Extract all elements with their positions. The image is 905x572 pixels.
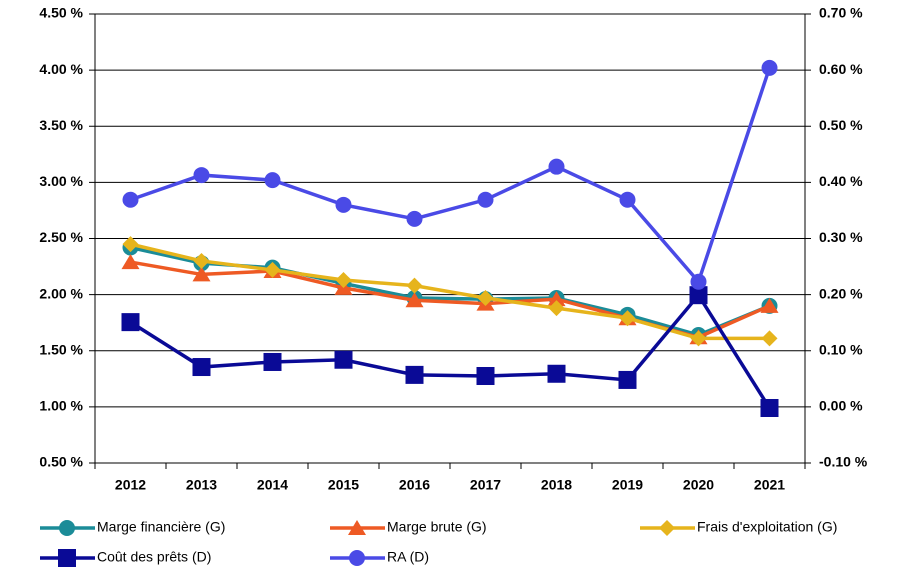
data-point [619, 310, 636, 327]
y2-tick-label: 0.00 % [819, 398, 863, 414]
data-point [618, 370, 637, 389]
legend-label: Coût des prêts (D) [97, 549, 211, 565]
data-point [193, 252, 210, 269]
data-point [690, 330, 707, 347]
data-point [761, 59, 778, 76]
data-point [264, 261, 281, 278]
data-point [760, 398, 779, 417]
y-tick-label: 3.50 % [39, 117, 83, 133]
legend-label: Frais d'exploitation (G) [697, 519, 837, 535]
series-line [129, 292, 771, 409]
y-tick-label: 3.00 % [39, 173, 83, 189]
x-tick-label: 2019 [612, 477, 643, 493]
series-line [129, 67, 772, 286]
y-tick-label: 2.00 % [39, 285, 83, 301]
data-point [121, 313, 140, 332]
data-point [192, 266, 211, 282]
x-tick-label: 2013 [186, 477, 217, 493]
y2-tick-label: 0.60 % [819, 61, 863, 77]
data-point [193, 167, 210, 184]
y2-tick-label: 0.10 % [819, 341, 863, 357]
data-point [121, 254, 140, 270]
y2-tick-label: -0.10 % [819, 454, 868, 470]
data-point [263, 352, 282, 371]
legend-label: Marge financière (G) [97, 519, 225, 535]
data-point [335, 196, 352, 213]
data-point [122, 236, 139, 253]
y-tick-label: 0.50 % [39, 454, 83, 470]
legend-label: Marge brute (G) [387, 519, 487, 535]
data-point [689, 286, 708, 305]
legend-marker [659, 520, 675, 536]
y-tick-label: 4.00 % [39, 61, 83, 77]
y2-tick-label: 0.70 % [819, 5, 863, 21]
y-tick-label: 4.50 % [39, 5, 83, 21]
x-tick-label: 2021 [754, 477, 785, 493]
data-point [761, 330, 778, 347]
data-point [547, 291, 566, 307]
data-point [548, 300, 565, 317]
data-point [405, 365, 424, 384]
data-point [406, 277, 423, 294]
legend-marker [59, 520, 75, 536]
data-point [760, 297, 779, 313]
y2-tick-label: 0.30 % [819, 229, 863, 245]
y-tick-label: 1.00 % [39, 398, 83, 414]
x-tick-label: 2017 [470, 477, 501, 493]
legend-marker [348, 520, 366, 535]
data-point [406, 210, 423, 227]
y2-tick-label: 0.50 % [819, 117, 863, 133]
legend-label: RA (D) [387, 549, 429, 565]
data-point [690, 273, 707, 290]
y-tick-label: 2.50 % [39, 229, 83, 245]
data-point [335, 272, 352, 289]
data-point [122, 191, 139, 208]
legend-marker [349, 550, 365, 566]
data-point [192, 358, 211, 377]
data-point [547, 364, 566, 383]
data-point [476, 367, 495, 386]
y-tick-label: 1.50 % [39, 341, 83, 357]
x-tick-label: 2016 [399, 477, 430, 493]
y2-tick-label: 0.40 % [819, 173, 863, 189]
x-tick-label: 2014 [257, 477, 288, 493]
series-line [130, 242, 770, 341]
x-tick-label: 2018 [541, 477, 572, 493]
data-point [477, 191, 494, 208]
data-point [264, 172, 281, 189]
x-tick-label: 2012 [115, 477, 146, 493]
data-point [548, 158, 565, 175]
data-point [334, 350, 353, 369]
data-point [477, 289, 494, 306]
legend-marker [58, 549, 76, 567]
x-tick-label: 2015 [328, 477, 359, 493]
x-tick-label: 2020 [683, 477, 714, 493]
y2-tick-label: 0.20 % [819, 285, 863, 301]
data-point [405, 292, 424, 308]
data-point [619, 191, 636, 208]
